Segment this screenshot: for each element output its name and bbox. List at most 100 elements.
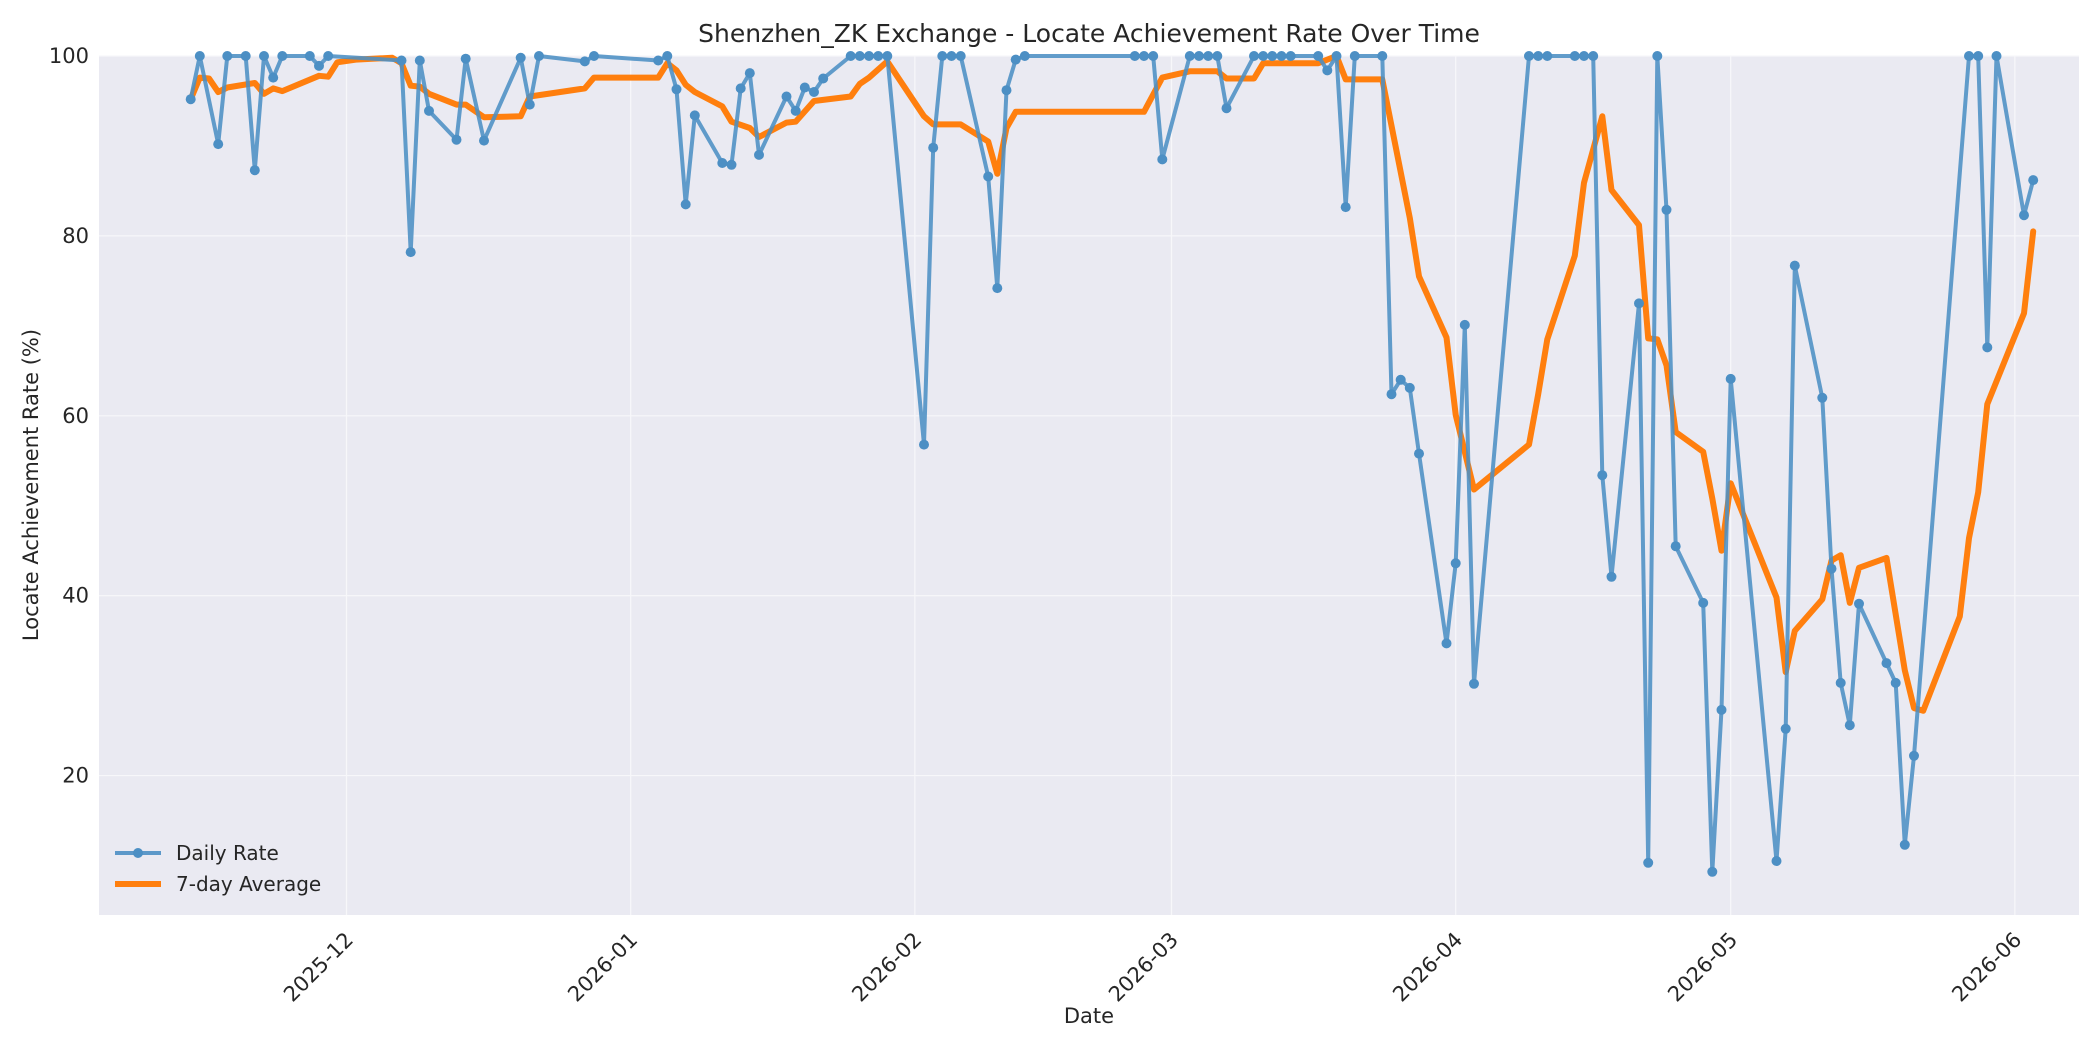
daily-rate-point	[1881, 658, 1892, 669]
daily-rate-point	[1707, 866, 1718, 877]
daily-rate-point	[983, 171, 994, 182]
daily-rate-point	[589, 51, 599, 61]
daily-rate-point	[928, 142, 939, 153]
daily-rate-point	[1221, 103, 1232, 114]
daily-rate-point	[919, 439, 929, 450]
daily-rate-point	[653, 55, 664, 66]
daily-rate-point	[1588, 51, 1599, 61]
y-tick-label: 20	[62, 764, 89, 788]
daily-rate-point	[1203, 51, 1214, 61]
daily-rate-point	[937, 51, 948, 61]
daily-rate-point	[1652, 51, 1663, 61]
daily-rate-point	[240, 51, 251, 61]
daily-rate-point	[460, 53, 471, 64]
daily-rate-point	[1973, 51, 1984, 61]
daily-rate-point	[1826, 563, 1837, 574]
daily-rate-point	[268, 72, 279, 83]
daily-rate-point	[1157, 154, 1168, 165]
daily-rate-point	[1414, 448, 1424, 459]
daily-rate-point	[1019, 51, 1030, 61]
daily-rate-point	[1890, 677, 1901, 688]
daily-rate-point	[1139, 51, 1149, 61]
daily-rate-point	[726, 159, 737, 170]
daily-rate-point	[2019, 210, 2029, 221]
daily-rate-point	[1698, 597, 1709, 608]
daily-rate-point	[946, 51, 957, 61]
daily-rate-point	[424, 105, 434, 116]
daily-rate-point	[1643, 857, 1654, 868]
daily-rate-point	[1469, 678, 1479, 689]
daily-rate-point	[1982, 342, 1993, 353]
daily-rate-point	[323, 51, 334, 61]
daily-rate-point	[662, 51, 673, 61]
x-tick-label: 2026-05	[1663, 928, 1742, 1007]
daily-rate-point	[185, 94, 196, 105]
daily-rate-point	[882, 51, 893, 61]
daily-rate-point	[754, 149, 764, 160]
daily-rate-point	[451, 134, 462, 145]
daily-rate-point	[1854, 598, 1864, 609]
daily-rate-point	[1579, 51, 1589, 61]
daily-rate-point	[1771, 856, 1782, 866]
x-axis-ticks: 2025-12 2026-01 2026-02 2026-03 2026-04 2026-…	[279, 928, 2026, 1007]
daily-rate-point	[1148, 51, 1159, 61]
daily-rate-point	[2028, 175, 2039, 186]
daily-rate-point	[864, 51, 874, 61]
daily-rate-point	[1524, 51, 1534, 61]
daily-rate-point	[809, 87, 819, 97]
y-tick-label: 60	[62, 404, 89, 428]
daily-rate-point	[515, 52, 526, 63]
y-tick-label: 100	[49, 44, 89, 68]
daily-rate-point	[1835, 677, 1846, 688]
y-tick-label: 40	[62, 584, 89, 608]
daily-rate-point	[534, 51, 544, 61]
daily-rate-point	[955, 51, 966, 61]
y-axis-title: Locate Achievement Rate (%)	[19, 329, 43, 641]
daily-rate-point	[1249, 51, 1259, 61]
chart-title: Shenzhen_ZK Exchange - Locate Achievemen…	[698, 19, 1480, 48]
daily-rate-point	[524, 99, 535, 110]
daily-rate-point	[1533, 51, 1544, 61]
daily-rate-point	[1322, 65, 1333, 76]
x-tick-label: 2025-12	[279, 928, 358, 1007]
daily-rate-point	[1194, 51, 1204, 61]
daily-rate-point	[992, 283, 1003, 294]
daily-rate-point	[1844, 720, 1855, 731]
daily-rate-point	[194, 51, 205, 61]
x-tick-label: 2026-06	[1947, 928, 2026, 1007]
daily-rate-point	[579, 56, 590, 67]
daily-rate-point	[1285, 51, 1296, 61]
daily-rate-point	[873, 51, 884, 61]
daily-rate-point	[1377, 51, 1388, 61]
daily-rate-point	[1634, 298, 1644, 309]
daily-rate-point	[304, 51, 315, 61]
daily-rate-point	[1569, 51, 1580, 61]
daily-rate-point	[222, 51, 233, 61]
daily-rate-point	[1606, 571, 1617, 582]
x-tick-label: 2026-02	[847, 928, 926, 1007]
daily-rate-point	[799, 82, 810, 93]
x-tick-label: 2026-03	[1104, 928, 1183, 1007]
daily-rate-point	[1450, 558, 1461, 569]
daily-rate-point	[1404, 382, 1415, 393]
daily-rate-point	[1661, 204, 1672, 215]
daily-rate-point	[314, 60, 324, 71]
daily-rate-point	[1313, 51, 1324, 61]
daily-rate-point	[1340, 202, 1351, 213]
daily-rate-point	[1789, 260, 1800, 271]
series-layer	[185, 51, 2039, 877]
daily-rate-point	[1212, 51, 1223, 61]
x-axis-title: Date	[1064, 1004, 1114, 1028]
daily-rate-point	[414, 55, 425, 66]
daily-rate-point	[277, 51, 288, 61]
daily-rate-point	[845, 51, 856, 61]
daily-rate-point	[781, 91, 792, 102]
daily-rate-point	[790, 105, 801, 116]
daily-rate-point	[249, 165, 260, 176]
series-line-7-day-average	[187, 53, 2037, 714]
plot-area	[99, 56, 2079, 915]
legend-label-average: 7-day Average	[176, 872, 321, 896]
daily-rate-point	[1817, 392, 1828, 403]
daily-rate-point	[1780, 723, 1791, 734]
